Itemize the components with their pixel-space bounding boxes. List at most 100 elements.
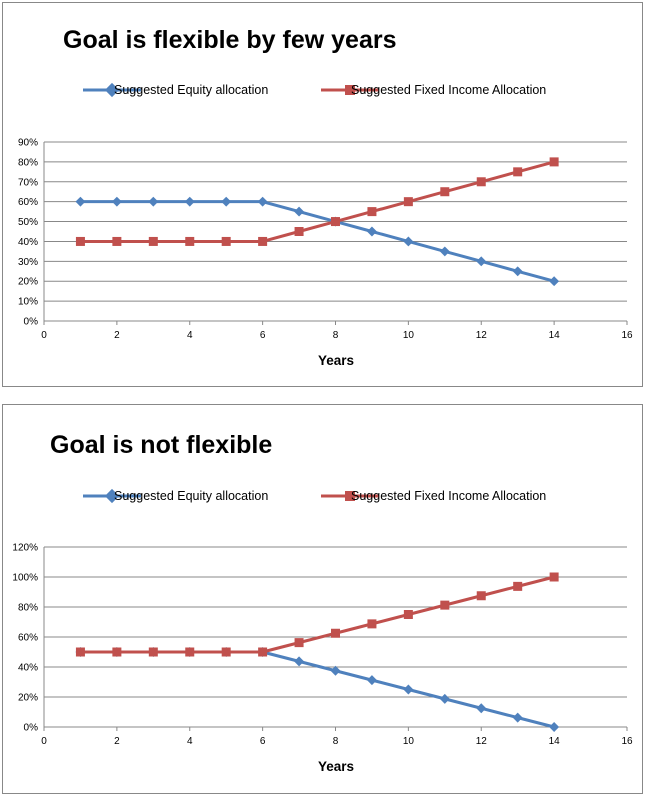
legend-fixed-income-marker — [345, 491, 355, 501]
x-axis-label: Years — [318, 759, 354, 774]
equity-point — [221, 196, 232, 207]
fixed-income-point — [331, 628, 340, 638]
y-tick-label: 70% — [18, 177, 38, 188]
fixed-income-point — [221, 647, 231, 657]
fixed-income-point — [148, 647, 158, 657]
fixed-income-point — [476, 591, 486, 601]
y-tick-label: 60% — [18, 197, 38, 208]
x-tick-label: 12 — [476, 736, 488, 747]
legend-equity-marker — [104, 488, 120, 504]
legend: Suggested Equity allocation Suggested Fi… — [83, 82, 546, 98]
y-tick-label: 50% — [18, 217, 38, 228]
fixed-income-point — [403, 610, 413, 619]
legend-fixed-income-label: Suggested Fixed Income Allocation — [351, 83, 546, 97]
y-tick-label: 40% — [18, 663, 38, 674]
fixed-income-point — [258, 236, 268, 246]
equity-point — [184, 196, 195, 207]
series-line-fixed-income — [80, 160, 555, 243]
fixed-income-point — [367, 619, 377, 629]
y-tick-label: 90% — [18, 138, 38, 149]
fixed-income-point — [294, 638, 304, 648]
chart-panel-not-flexible: Goal is not flexible Suggested Equity al… — [2, 404, 643, 794]
x-tick-label: 0 — [41, 330, 47, 341]
equity-point — [366, 226, 377, 237]
equity-point — [330, 665, 341, 676]
equity-point — [257, 196, 268, 207]
y-tick-label: 100% — [12, 573, 38, 584]
fixed-income-point — [75, 647, 85, 657]
equity-point — [111, 196, 122, 207]
fixed-income-point — [258, 647, 268, 657]
equity-point — [439, 693, 450, 704]
fixed-income-point — [440, 187, 450, 197]
legend-fixed-income-label: Suggested Fixed Income Allocation — [351, 489, 546, 503]
fixed-income-point — [549, 572, 559, 582]
y-tick-label: 40% — [18, 237, 38, 248]
equity-point — [512, 266, 523, 277]
x-tick-label: 4 — [187, 736, 193, 747]
y-tick-label: 80% — [18, 157, 38, 168]
equity-point — [476, 256, 487, 267]
y-tick-label: 80% — [18, 603, 38, 614]
fixed-income-point — [185, 647, 195, 657]
x-tick-label: 6 — [260, 736, 266, 747]
fixed-income-point — [367, 207, 377, 217]
x-tick-label: 14 — [549, 330, 561, 341]
y-tick-label: 20% — [18, 277, 38, 288]
fixed-income-point — [148, 236, 158, 246]
equity-point — [294, 206, 305, 217]
fixed-income-point — [185, 236, 195, 246]
equity-point — [403, 684, 414, 695]
fixed-income-point — [112, 236, 122, 246]
x-axis-label: Years — [318, 353, 354, 368]
fixed-income-point — [440, 600, 450, 610]
fixed-income-point — [112, 647, 122, 657]
equity-point — [439, 246, 450, 257]
fixed-income-point — [513, 581, 523, 591]
y-tick-label: 10% — [18, 297, 38, 308]
fixed-income-point — [476, 177, 486, 187]
equity-point — [476, 703, 487, 714]
y-tick-label: 0% — [24, 317, 39, 328]
fixed-income-point — [75, 236, 85, 246]
series-line-equity — [80, 650, 555, 729]
y-tick-label: 30% — [18, 257, 38, 268]
legend-fixed-income-marker — [345, 85, 355, 95]
chart-title: Goal is flexible by few years — [63, 26, 396, 54]
equity-point — [294, 656, 305, 667]
chart-flexible: Goal is flexible by few years Suggested … — [18, 26, 633, 368]
equity-point — [512, 712, 523, 723]
x-tick-label: 6 — [260, 330, 266, 341]
x-tick-label: 2 — [114, 330, 120, 341]
fixed-income-point — [549, 157, 559, 167]
fixed-income-point — [294, 227, 304, 236]
x-tick-label: 8 — [333, 330, 339, 341]
y-tick-label: 60% — [18, 633, 38, 644]
x-tick-label: 12 — [476, 330, 488, 341]
series-line-equity — [80, 200, 555, 283]
x-tick-label: 8 — [333, 736, 339, 747]
y-tick-label: 20% — [18, 693, 38, 704]
equity-point — [549, 276, 560, 287]
plot-area: 0% 10% 20% 30% 40% 50% 60% 70% 80% 90% 0 2 4 6 8 10 12 14… — [18, 138, 633, 342]
plot-area: 0% 20% 40% 60% 80% 100% 120% 0 2 4 6 8 10 12 14 16 — [12, 543, 633, 748]
y-tick-label: 0% — [24, 723, 39, 734]
equity-point — [75, 196, 86, 207]
fixed-income-point — [331, 217, 340, 227]
fixed-income-point — [513, 167, 523, 177]
x-tick-label: 14 — [549, 736, 561, 747]
x-tick-label: 16 — [621, 330, 633, 341]
x-tick-label: 4 — [187, 330, 193, 341]
fixed-income-point — [221, 236, 231, 246]
chart-panel-flexible: Goal is flexible by few years Suggested … — [2, 2, 643, 387]
equity-point — [366, 675, 377, 686]
chart-not-flexible: Goal is not flexible Suggested Equity al… — [12, 431, 633, 774]
equity-point — [549, 722, 560, 732]
chart-title: Goal is not flexible — [50, 431, 272, 459]
series-line-fixed-income — [80, 575, 555, 654]
fixed-income-point — [403, 197, 413, 207]
legend-equity-label: Suggested Equity allocation — [114, 489, 268, 503]
legend: Suggested Equity allocation Suggested Fi… — [83, 488, 546, 504]
y-tick-label: 120% — [12, 543, 38, 554]
x-tick-label: 10 — [403, 736, 415, 747]
